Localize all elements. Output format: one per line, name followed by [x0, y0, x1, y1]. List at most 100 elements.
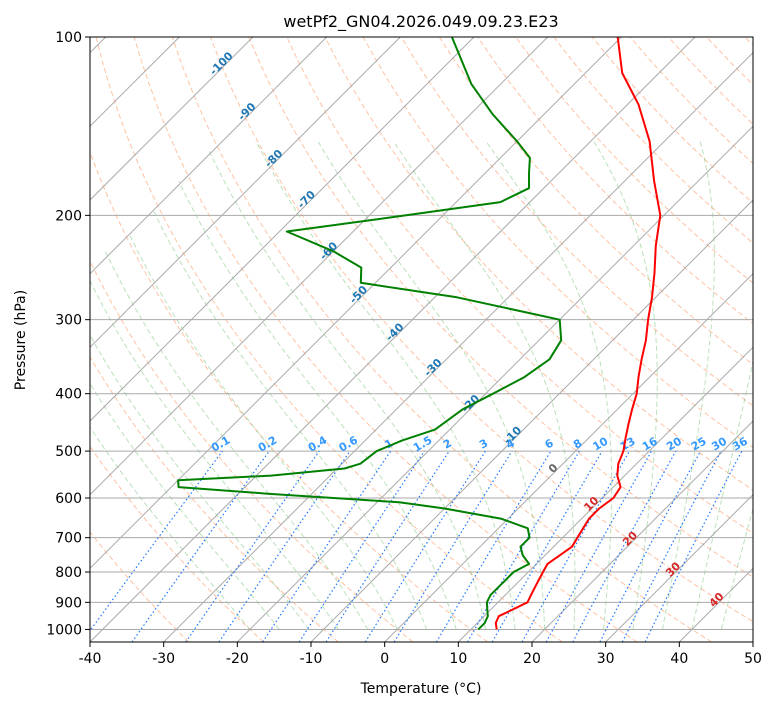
moist-adiabat-line — [255, 141, 516, 630]
mixing-ratio-line — [572, 450, 677, 642]
dry-adiabat-line — [90, 150, 488, 642]
moist-adiabat-line — [104, 251, 369, 630]
mixing-ratio-line — [393, 450, 513, 642]
isotherm-line — [310, 199, 753, 642]
mixing-ratio-label: 2 — [441, 437, 454, 452]
y-tick-label: 900 — [55, 595, 82, 611]
isotherm-label: -70 — [295, 188, 318, 211]
dry-adiabats — [90, 37, 753, 642]
mixing-ratio-label: 3 — [477, 437, 490, 452]
y-tick-label: 100 — [55, 30, 82, 46]
y-tick-label: 300 — [55, 313, 82, 329]
y-tick-label: 1000 — [46, 622, 82, 638]
x-axis: -40 -30 -20 -10 0 10 20 30 40 50 — [79, 642, 762, 667]
moist-adiabat-line — [90, 382, 280, 630]
dry-adiabat-line — [591, 37, 753, 204]
isotherm-line — [457, 346, 753, 642]
dry-adiabat-line — [324, 37, 753, 491]
dry-adiabat-line — [90, 531, 190, 642]
moist-adiabat-line — [661, 141, 715, 630]
isotherm-label: -100 — [207, 49, 236, 78]
x-tick-label: 50 — [744, 651, 762, 667]
isotherm-line — [605, 493, 753, 642]
isotherm-grid — [90, 37, 753, 642]
isotherm-line — [90, 37, 254, 201]
x-tick-label: 0 — [380, 651, 389, 667]
dry-adiabat-line — [90, 356, 339, 642]
dry-adiabat-line — [400, 37, 753, 407]
isotherm-label: 40 — [707, 590, 727, 610]
mixing-ratio-line — [599, 450, 702, 642]
dry-adiabat-line — [362, 37, 753, 449]
x-tick-label: 40 — [670, 651, 688, 667]
mixing-ratio-line — [185, 450, 320, 642]
y-axis-label: Pressure (hPa) — [13, 290, 29, 390]
sounding-series — [177, 37, 662, 631]
pressure-grid — [90, 37, 753, 630]
dry-adiabat-line — [706, 37, 753, 86]
chart-title: wetPf2_GN04.2026.049.09.23.E23 — [283, 12, 558, 32]
dry-adiabat-line — [95, 37, 563, 642]
dry-adiabat-line — [668, 37, 753, 125]
x-tick-label: -10 — [300, 651, 323, 667]
moist-adiabat-line — [90, 279, 339, 630]
moist-adiabat-line — [691, 358, 753, 630]
moist-adiabat-line — [152, 208, 428, 630]
x-tick-label: -40 — [79, 651, 102, 667]
plot-area: 0.1 0.2 0.4 0.6 1 1.5 2 3 4 6 8 10 13 16 20 25 30 36-100-… — [90, 37, 753, 642]
mixing-ratio-line — [545, 450, 653, 642]
isotherm-line — [384, 272, 753, 642]
isotherm-line — [90, 37, 401, 349]
mixing-ratio-label: 6 — [543, 436, 556, 451]
dry-adiabat-line — [133, 37, 638, 642]
mixing-ratio-line — [466, 450, 580, 642]
isotherm-label: -80 — [262, 147, 285, 170]
temperature-line — [494, 37, 662, 630]
moist-adiabat-line — [178, 180, 457, 630]
dry-adiabat-line — [210, 37, 753, 623]
isotherm-label: 30 — [663, 559, 683, 579]
dry-adiabat-line — [515, 37, 753, 284]
isotherm-line — [90, 37, 475, 422]
mixing-ratio-line — [644, 450, 743, 642]
y-tick-label: 400 — [55, 387, 82, 403]
dry-adiabat-line — [438, 37, 753, 366]
dewpoint-line — [177, 37, 563, 631]
isotherm-line — [752, 641, 753, 642]
mixing-ratio-line — [218, 450, 351, 642]
y-tick-label: 800 — [55, 565, 82, 581]
moist-adiabat-line — [208, 149, 487, 630]
moist-adiabat-line — [593, 141, 658, 630]
dry-adiabat-line — [744, 37, 753, 47]
y-axis: 100 200 300 400 500 600 700 800 900 1000 — [46, 30, 90, 638]
isotherm-label: -30 — [421, 356, 444, 379]
moist-adiabat-line — [90, 426, 251, 630]
moist-adiabat-line — [90, 334, 310, 630]
isotherm-line — [678, 567, 753, 642]
x-tick-label: 20 — [523, 651, 541, 667]
moist-adiabats — [90, 141, 753, 630]
x-tick-label: -30 — [152, 651, 175, 667]
mixing-ratio-lines — [90, 450, 743, 642]
x-axis-label: Temperature (°C) — [360, 681, 482, 697]
y-tick-label: 600 — [55, 491, 82, 507]
isotherm-label: -50 — [347, 283, 370, 306]
isotherm-label: 10 — [581, 494, 601, 514]
moist-adiabat-line — [128, 233, 398, 630]
isotherm-line — [236, 125, 753, 642]
plot-frame — [89, 36, 754, 643]
dry-adiabat-line — [90, 259, 414, 642]
mixing-ratio-line — [90, 450, 223, 632]
mixing-ratio-line — [521, 450, 631, 642]
moist-adiabat-line — [393, 141, 576, 630]
y-tick-label: 200 — [55, 208, 82, 224]
x-tick-label: 10 — [449, 651, 467, 667]
mixing-ratio-line — [325, 450, 450, 642]
dry-adiabat-line — [171, 37, 712, 642]
y-tick-label: 700 — [55, 531, 82, 547]
isotherm-label: -20 — [459, 392, 482, 415]
isotherm-line — [90, 37, 328, 275]
y-tick-label: 500 — [55, 444, 82, 460]
moist-adiabat-line — [485, 141, 613, 630]
